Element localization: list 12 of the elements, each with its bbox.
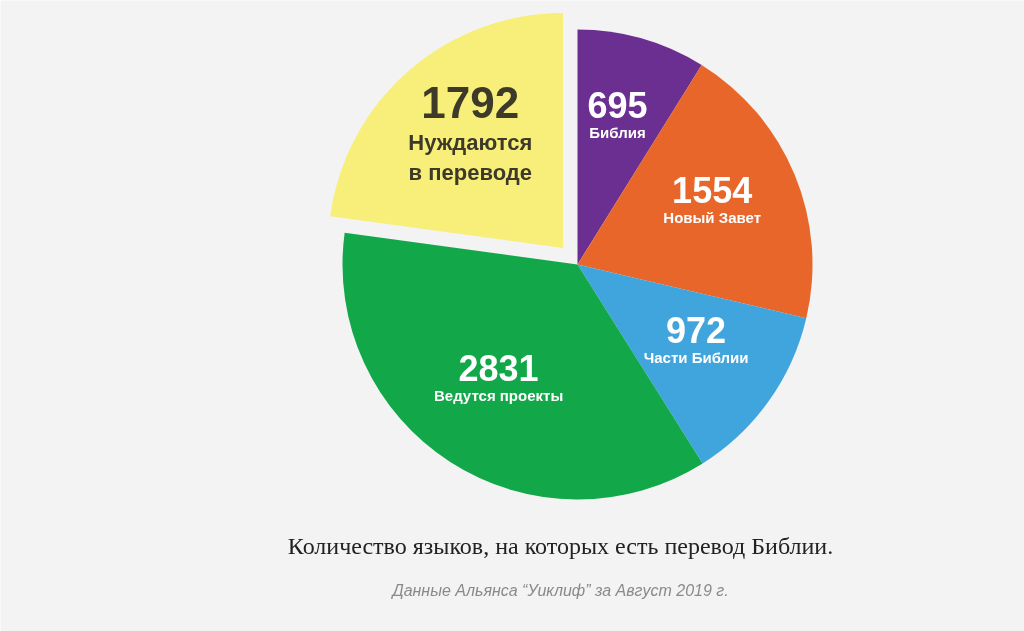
slice-label: Новый Завет — [663, 208, 761, 226]
data-label: 1792 — [421, 77, 520, 127]
slice-label: Библия — [589, 124, 646, 142]
text: Количество языков, на которых есть перевод Библии. — [287, 532, 834, 559]
slice-label: Части Библии — [643, 349, 749, 367]
data-label: 972 — [666, 310, 727, 352]
data-label: 2831 — [458, 347, 539, 389]
data-label: 695 — [587, 85, 648, 127]
slice-label: Ведутся проекты — [433, 386, 564, 404]
text: Данные Альянса “Уиклиф” за Август 2019 г. — [390, 582, 729, 599]
slice-label: Нуждаются в переводе — [408, 129, 533, 185]
data-label: 1554 — [672, 169, 753, 211]
